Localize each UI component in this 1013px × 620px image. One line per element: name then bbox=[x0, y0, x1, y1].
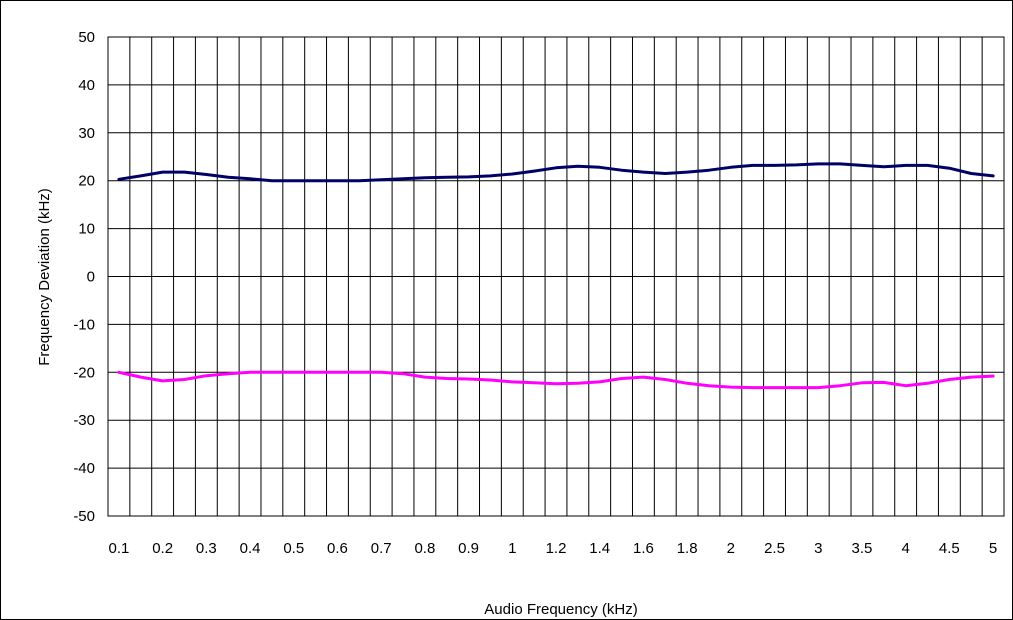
x-tick-label: 1.6 bbox=[633, 540, 654, 557]
x-tick-label: 0.4 bbox=[240, 540, 261, 557]
y-tick-label: -50 bbox=[73, 508, 95, 525]
y-axis-title: Frequency Deviation (kHz) bbox=[36, 188, 53, 366]
x-tick-label: 5 bbox=[989, 540, 997, 557]
y-tick-label: 40 bbox=[78, 77, 95, 94]
x-tick-label: 4 bbox=[901, 540, 909, 557]
x-tick-label: 1 bbox=[508, 540, 516, 557]
series-lines bbox=[117, 162, 995, 390]
x-tick-label: 0.7 bbox=[371, 540, 392, 557]
y-tick-label: -10 bbox=[73, 316, 95, 333]
x-tick-label: 3.5 bbox=[852, 540, 873, 557]
x-tick-label: 0.9 bbox=[458, 540, 479, 557]
x-axis-title: Audio Frequency (kHz) bbox=[484, 601, 637, 618]
series-line-1 bbox=[117, 162, 995, 183]
plot-border bbox=[107, 36, 1005, 517]
y-tick-label: 0 bbox=[87, 269, 95, 286]
y-tick-label: 10 bbox=[78, 221, 95, 238]
x-tick-label: 2 bbox=[727, 540, 735, 557]
x-tick-label: 4.5 bbox=[939, 540, 960, 557]
x-tick-label: 0.3 bbox=[196, 540, 217, 557]
y-tick-label: 30 bbox=[78, 125, 95, 142]
y-axis-ticks: 50 40 30 20 10 0 -10 -20 -30 -40 -50 bbox=[73, 29, 95, 525]
y-tick-label: -40 bbox=[73, 460, 95, 477]
plot-area bbox=[107, 36, 1005, 517]
x-tick-label: 1.8 bbox=[677, 540, 698, 557]
y-tick-label: 50 bbox=[78, 29, 95, 46]
x-tick-label: 0.2 bbox=[152, 540, 173, 557]
x-axis-ticks: 0.1 0.2 0.3 0.4 0.5 0.6 0.7 0.8 0.9 1 1.2 1.4 1.6 1.8… bbox=[108, 540, 997, 557]
x-tick-label: 0.8 bbox=[414, 540, 435, 557]
grid bbox=[108, 36, 1004, 517]
x-tick-label: 1.2 bbox=[546, 540, 567, 557]
x-tick-label: 3 bbox=[814, 540, 822, 557]
x-tick-label: 2.5 bbox=[764, 540, 785, 557]
x-tick-label: 0.5 bbox=[283, 540, 304, 557]
x-tick-label: 0.6 bbox=[327, 540, 348, 557]
y-tick-label: -30 bbox=[73, 412, 95, 429]
series-line-2 bbox=[117, 370, 995, 390]
y-tick-label: -20 bbox=[73, 364, 95, 381]
x-tick-label: 1.4 bbox=[589, 540, 610, 557]
y-tick-label: 20 bbox=[78, 173, 95, 190]
x-tick-label: 0.1 bbox=[108, 540, 129, 557]
